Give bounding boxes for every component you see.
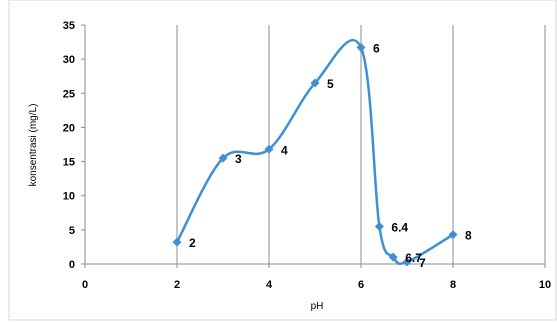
x-tick-label-2: 2: [174, 279, 180, 291]
axes: [81, 24, 546, 268]
data-label-8: 8: [465, 229, 472, 243]
y-axis-title: konsentrasi (mg/L): [28, 104, 39, 187]
data-label-5: 5: [327, 77, 334, 91]
chart-area: [8, 0, 557, 321]
x-tick-label-6: 6: [358, 279, 364, 291]
y-tick-label-35: 35: [63, 20, 75, 32]
data-labels: 2 3 4 5 6 6.4 6.77 8: [189, 42, 472, 270]
x-tick-label-8: 8: [450, 279, 456, 291]
data-label-4: 4: [281, 143, 288, 157]
data-point-6.7: [388, 252, 398, 262]
data-point-2: [172, 237, 182, 247]
y-tick-label-15: 15: [63, 157, 75, 169]
data-point-4: [264, 144, 274, 154]
y-tick-label-20: 20: [63, 122, 75, 134]
data-label-3: 3: [235, 152, 242, 166]
data-point-6.4: [374, 221, 384, 231]
y-tick-label-10: 10: [63, 191, 75, 203]
data-point-8: [448, 230, 458, 240]
data-label-2: 2: [189, 236, 196, 250]
y-tick-label-30: 30: [63, 54, 75, 66]
data-point-6: [356, 43, 366, 53]
y-tick-label-5: 5: [69, 225, 75, 237]
data-markers: [172, 43, 458, 267]
x-axis-title: pH: [311, 301, 324, 312]
grid-lines: [176, 25, 546, 264]
data-point-3: [218, 153, 228, 163]
y-tick-label-25: 25: [63, 88, 75, 100]
data-label-6.7: 6.7: [405, 251, 422, 265]
y-tick-label-0: 0: [69, 259, 75, 271]
x-tick-label-10: 10: [539, 279, 551, 291]
data-point-7: [402, 257, 412, 267]
data-label-6.4: 6.4: [391, 220, 408, 234]
data-label-7: 7: [419, 256, 426, 270]
x-tick-label-0: 0: [82, 279, 88, 291]
data-label-6: 6: [373, 42, 380, 56]
data-point-5: [310, 78, 320, 88]
x-tick-label-4: 4: [266, 279, 273, 291]
